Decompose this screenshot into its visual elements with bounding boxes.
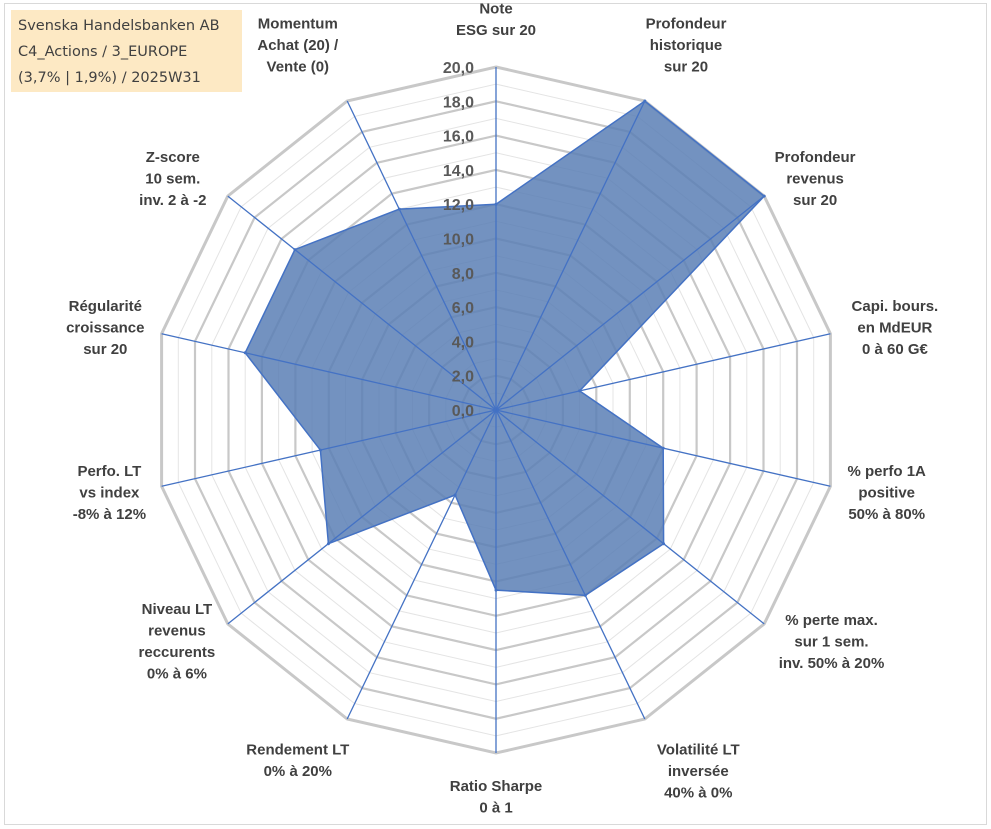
axis-label-line: reccurents	[139, 644, 216, 661]
axis-label-line: Rendement LT	[246, 741, 349, 758]
radar-series	[243, 99, 766, 597]
chart-title-category: C4_Actions / 3_EUROPE	[18, 44, 188, 60]
axis-label-line: 40% à 0%	[664, 784, 732, 801]
axis-spoke	[227, 195, 497, 411]
axis-label-line: 50% à 80%	[848, 506, 925, 523]
axis-label: Momentum Achat (20) / Vente (0)	[257, 16, 339, 76]
axis-label: Régularité croissance sur 20	[66, 298, 144, 358]
axis-label-line: sur 20	[793, 192, 837, 209]
radar-spokes	[161, 67, 831, 753]
axis-label-line: % perte max.	[785, 612, 878, 629]
axis-label: Z-score 10 sem. inv. 2 à -2	[139, 149, 206, 209]
axis-label: Niveau LT revenus reccurents 0% à 6%	[139, 601, 216, 683]
axis-label-line: Profondeur	[646, 16, 727, 33]
axis-label: Rendement LT 0% à 20%	[246, 741, 349, 780]
axis-label-line: 0% à 6%	[147, 666, 207, 683]
axis-label-line: Volatilité LT	[657, 741, 740, 758]
axis-label-line: Note	[479, 1, 512, 18]
axis-label-line: inversée	[668, 763, 729, 780]
series-area	[244, 100, 766, 597]
axis-spoke	[495, 100, 646, 411]
tick-label: 6,0	[452, 300, 474, 317]
tick-label: 10,0	[443, 232, 474, 249]
axis-label-line: historique	[650, 37, 723, 54]
axis-spoke	[346, 409, 497, 720]
axis-label-line: -8% à 12%	[73, 506, 146, 523]
axis-label: Profondeur historique sur 20	[646, 16, 727, 76]
axis-label-line: Vente (0)	[267, 59, 330, 76]
axis-label-line: 0% à 20%	[264, 763, 332, 780]
tick-label: 4,0	[452, 334, 474, 351]
chart-title-company: Svenska Handelsbanken AB	[18, 18, 220, 34]
axis-label: Perfo. LT vs index -8% à 12%	[73, 463, 146, 523]
axis-label: Profondeur revenus sur 20	[775, 149, 856, 209]
axis-label-line: vs index	[79, 485, 140, 502]
axis-label-line: Momentum	[258, 16, 338, 33]
axis-label-line: Capi. bours.	[852, 298, 939, 315]
axis-label-line: 10 sem.	[145, 171, 200, 188]
axis-label: Note ESG sur 20	[456, 1, 536, 40]
axis-spoke	[495, 333, 831, 411]
tick-label: 18,0	[443, 94, 474, 111]
axis-label-line: croissance	[66, 319, 144, 336]
axis-label-line: revenus	[148, 623, 206, 640]
axis-label-line: Régularité	[69, 298, 142, 315]
tick-label: 12,0	[443, 197, 474, 214]
axis-label-line: inv. 2 à -2	[139, 192, 206, 209]
axis-spoke	[495, 409, 765, 625]
axis-label: Volatilité LT inversée 40% à 0%	[657, 741, 740, 801]
axis-spoke	[495, 409, 646, 720]
axis-label-line: revenus	[786, 171, 844, 188]
axis-label-line: ESG sur 20	[456, 22, 536, 39]
chart-title-box: Svenska Handelsbanken AB C4_Actions / 3_…	[11, 10, 242, 92]
axis-labels: Note ESG sur 20 Profondeur historique sur 20…	[66, 1, 938, 817]
tick-label: 20,0	[443, 60, 474, 77]
axis-label-line: sur 20	[83, 341, 127, 358]
axis-label: % perfo 1A positive 50% à 80%	[848, 463, 927, 523]
axis-label-line: Niveau LT	[142, 601, 213, 618]
axis-label-line: Z-score	[146, 149, 200, 166]
tick-label: 8,0	[452, 266, 474, 283]
axis-spoke	[227, 409, 497, 625]
axis-label-line: Profondeur	[775, 149, 856, 166]
axis-spoke	[161, 409, 497, 487]
axis-label-line: sur 1 sem.	[794, 633, 868, 650]
axis-label-line: 0 à 60 G€	[862, 341, 929, 358]
axis-spoke	[346, 100, 497, 411]
axis-label-line: 0 à 1	[479, 800, 512, 817]
axis-label-line: inv. 50% à 20%	[779, 655, 885, 672]
axis-label-line: sur 20	[664, 59, 708, 76]
chart-title-stats: (3,7% | 1,9%) / 2025W31	[18, 70, 201, 86]
axis-spoke	[161, 333, 497, 411]
axis-label: Ratio Sharpe 0 à 1	[450, 778, 543, 817]
axis-spoke	[495, 409, 831, 487]
axis-label-line: Perfo. LT	[77, 463, 141, 480]
axis-label-line: en MdEUR	[857, 319, 932, 336]
axis-label-line: % perfo 1A	[848, 463, 927, 480]
axis-label-line: Ratio Sharpe	[450, 778, 543, 795]
axis-label: Capi. bours. en MdEUR 0 à 60 G€	[852, 298, 939, 358]
tick-label: 2,0	[452, 369, 474, 386]
axis-label-line: Achat (20) /	[257, 37, 339, 54]
axis-spoke	[495, 195, 765, 411]
tick-label: 14,0	[443, 163, 474, 180]
tick-label: 16,0	[443, 129, 474, 146]
axis-label-line: positive	[858, 485, 915, 502]
axis-label: % perte max. sur 1 sem. inv. 50% à 20%	[779, 612, 885, 672]
radial-tick-labels: 0,0 2,0 4,0 6,0 8,0 10,0 12,0 14,0 16,0 18,0 20,0	[443, 60, 474, 420]
tick-label: 0,0	[452, 403, 474, 420]
